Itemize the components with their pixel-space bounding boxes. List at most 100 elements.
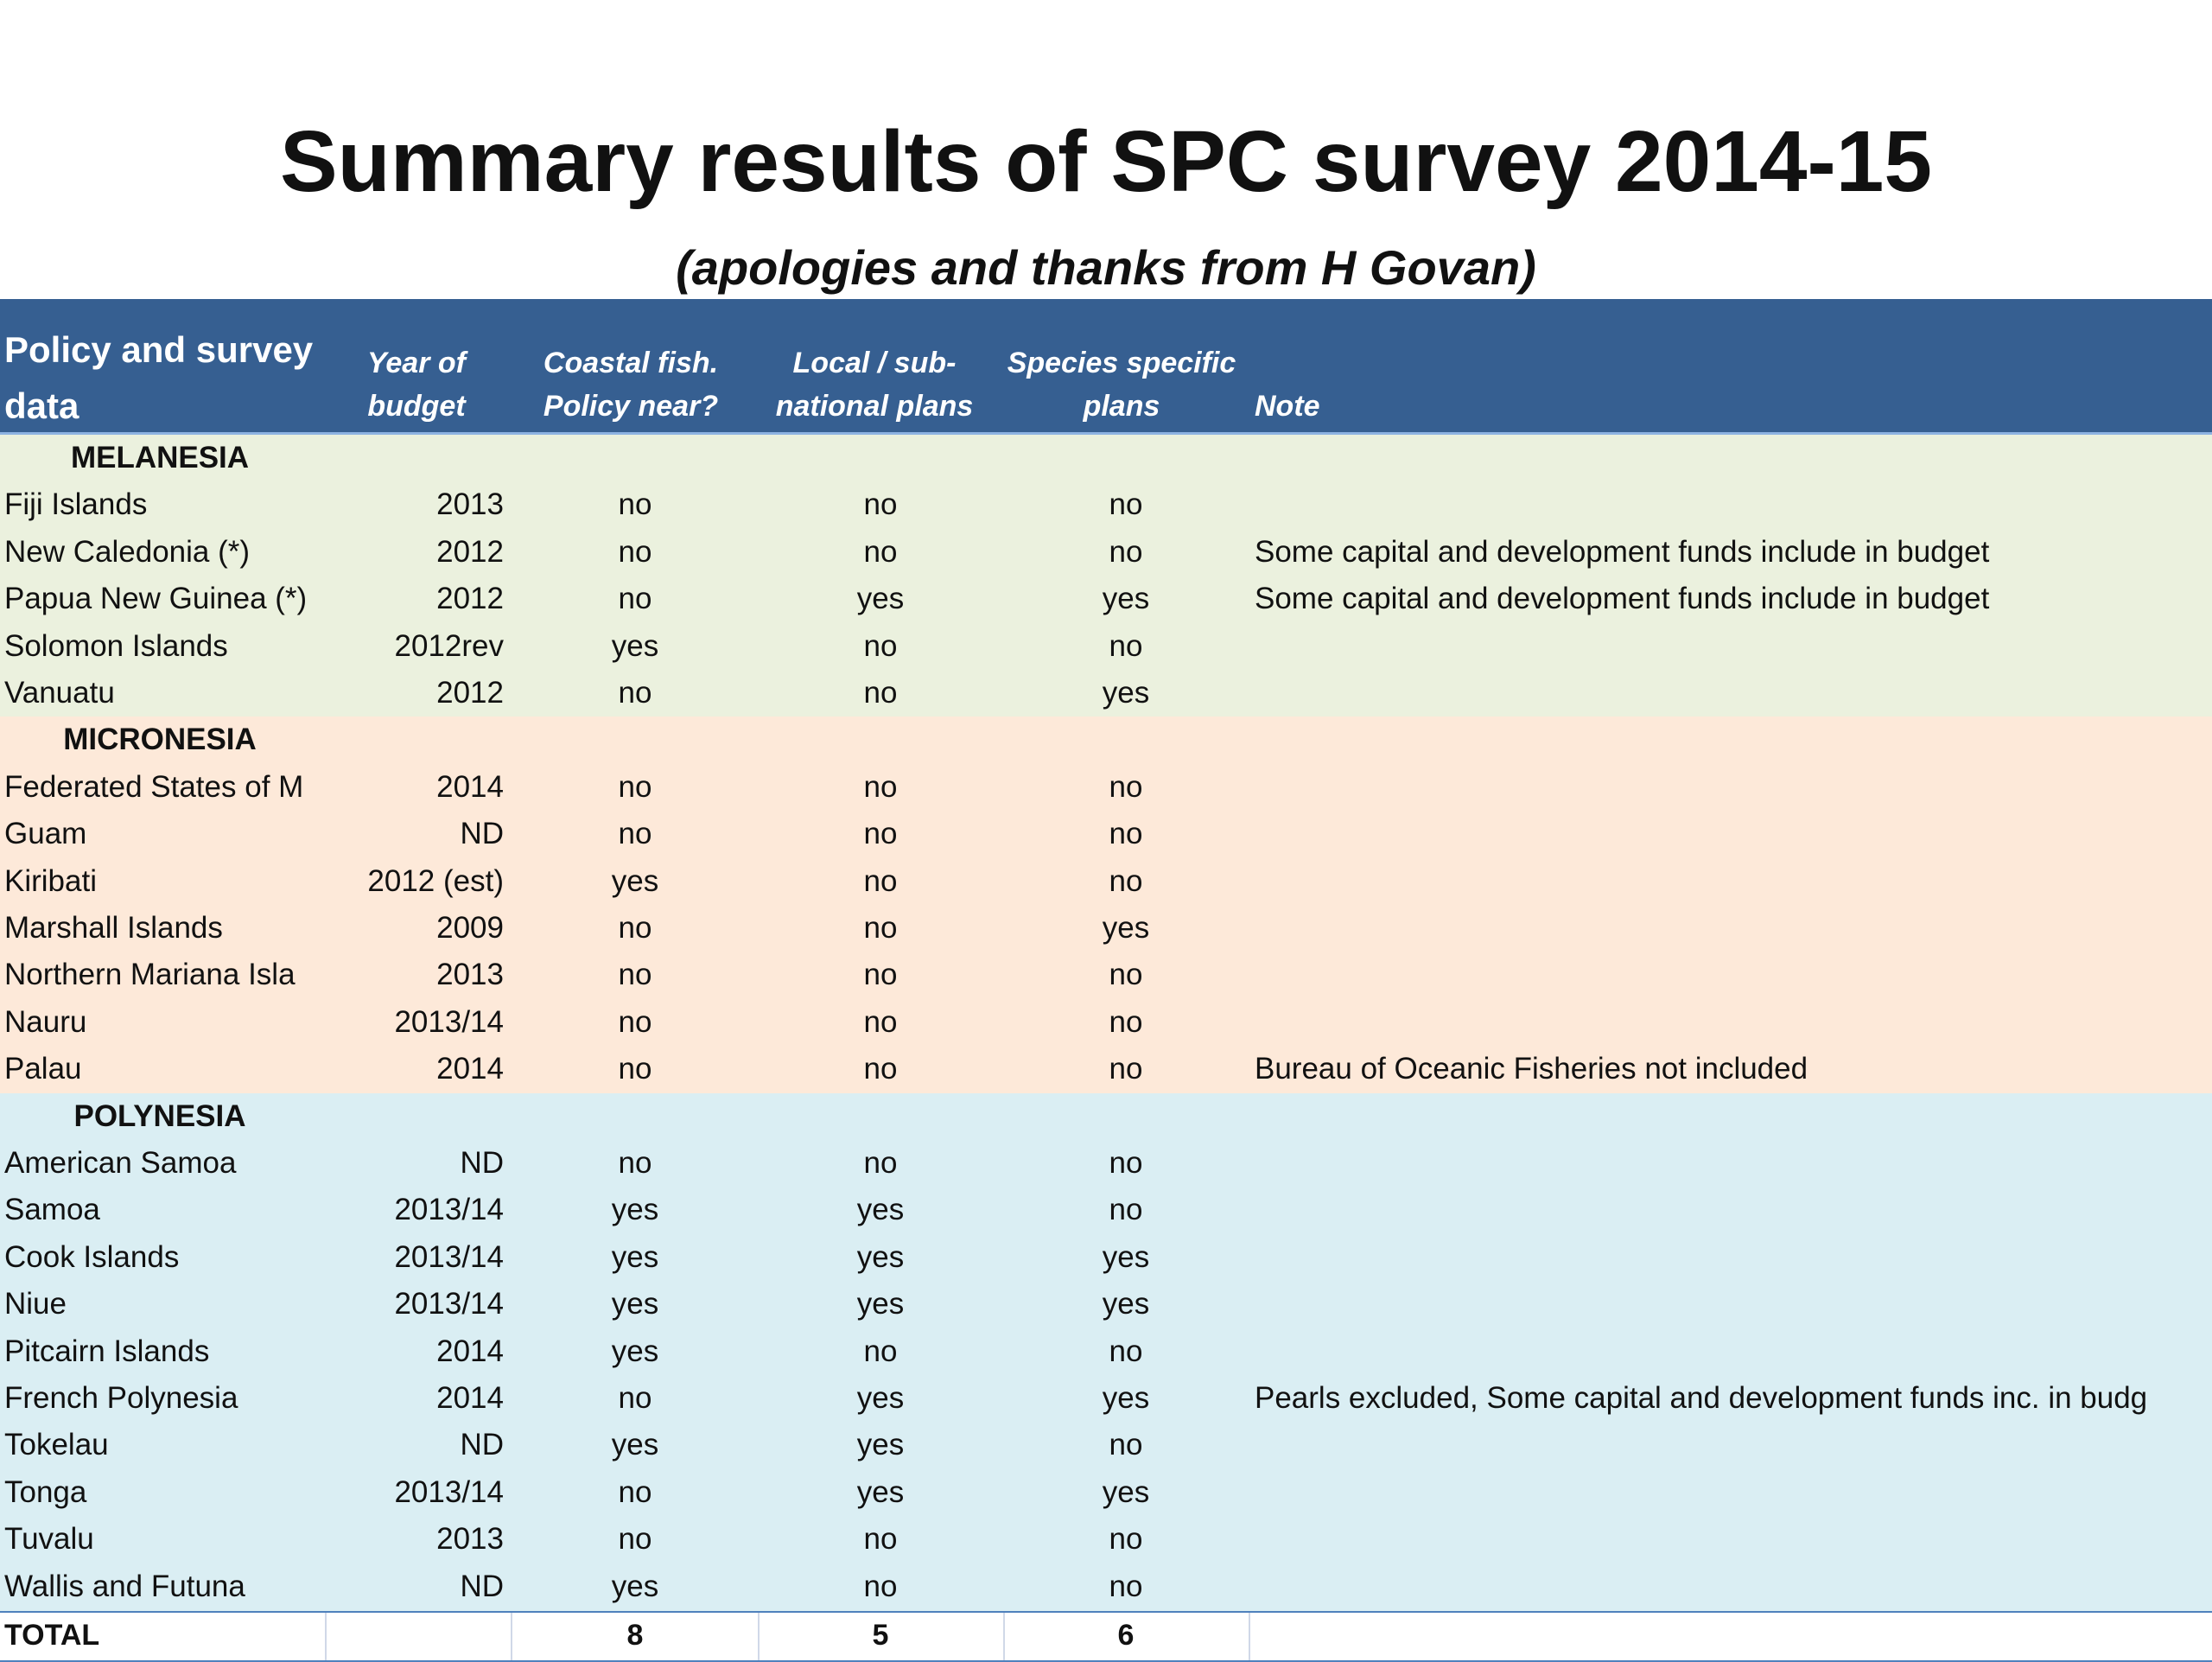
cell: no bbox=[1109, 1522, 1143, 1557]
title: Summary results of SPC survey 2014-15 bbox=[279, 113, 1933, 210]
cell: yes bbox=[1102, 1474, 1150, 1509]
cell: no bbox=[863, 817, 898, 851]
cell: yes bbox=[856, 1193, 905, 1227]
cell: yes bbox=[611, 1334, 659, 1368]
row-label: Cook Islands bbox=[4, 1239, 180, 1274]
column-header: Local / sub- bbox=[792, 347, 957, 379]
cell: ND bbox=[460, 1569, 504, 1603]
group-band bbox=[0, 716, 2212, 1094]
row-label: Nauru bbox=[4, 1004, 87, 1039]
row-label: Tonga bbox=[4, 1474, 87, 1509]
cell: 2013 bbox=[436, 958, 504, 992]
cell: Bureau of Oceanic Fisheries not included bbox=[1255, 1052, 1808, 1086]
cell: Some capital and development funds inclu… bbox=[1255, 534, 1990, 569]
group-name: MICRONESIA bbox=[63, 723, 257, 757]
row-label: Papua New Guinea (*) bbox=[4, 582, 308, 616]
cell: no bbox=[1109, 1052, 1143, 1086]
cell: no bbox=[863, 769, 898, 804]
cell: no bbox=[1109, 1004, 1143, 1039]
row-label: Samoa bbox=[4, 1193, 100, 1227]
cell: no bbox=[1109, 1428, 1143, 1462]
cell: yes bbox=[611, 1428, 659, 1462]
cell: no bbox=[863, 911, 898, 945]
cell: 2014 bbox=[436, 1334, 504, 1368]
cell: 2013 bbox=[436, 487, 504, 522]
row-label: Pitcairn Islands bbox=[4, 1334, 210, 1368]
cell: yes bbox=[611, 1193, 659, 1227]
cell: no bbox=[1109, 769, 1143, 804]
cell: no bbox=[863, 1146, 898, 1180]
column-header: national plans bbox=[775, 390, 974, 423]
cell: yes bbox=[1102, 676, 1150, 710]
cell: no bbox=[618, 534, 652, 569]
cell: no bbox=[618, 1146, 652, 1180]
column-header: Policy and survey bbox=[4, 329, 314, 370]
row-label: Solomon Islands bbox=[4, 628, 228, 663]
row-label: Marshall Islands bbox=[4, 911, 223, 945]
cell: yes bbox=[856, 582, 905, 616]
cell: yes bbox=[611, 1287, 659, 1321]
column-header: budget bbox=[367, 390, 466, 423]
column-header: Policy near? bbox=[543, 390, 719, 423]
cell: ND bbox=[460, 1146, 504, 1180]
row-label: Niue bbox=[4, 1287, 67, 1321]
cell: Some capital and development funds inclu… bbox=[1255, 582, 1990, 616]
cell: no bbox=[1109, 628, 1143, 663]
divider bbox=[758, 1613, 760, 1660]
cell: yes bbox=[856, 1287, 905, 1321]
cell: no bbox=[863, 676, 898, 710]
row-label: Palau bbox=[4, 1052, 82, 1086]
cell: no bbox=[618, 911, 652, 945]
row-label: Fiji Islands bbox=[4, 487, 148, 522]
cell: 2013/14 bbox=[394, 1239, 504, 1274]
total-value: 6 bbox=[1117, 1619, 1135, 1652]
cell: no bbox=[618, 769, 652, 804]
column-header: Coastal fish. bbox=[543, 347, 719, 379]
cell: 2013 bbox=[436, 1522, 504, 1557]
cell: 2012 bbox=[436, 582, 504, 616]
cell: 2014 bbox=[436, 1052, 504, 1086]
cell: Pearls excluded, Some capital and develo… bbox=[1255, 1381, 2148, 1415]
cell: no bbox=[618, 1522, 652, 1557]
group-band bbox=[0, 1092, 2212, 1611]
row-label: Guam bbox=[4, 817, 87, 851]
cell: no bbox=[1109, 958, 1143, 992]
cell: no bbox=[863, 1334, 898, 1368]
cell: 2012 bbox=[436, 676, 504, 710]
cell: ND bbox=[460, 1428, 504, 1462]
row-label: Tokelau bbox=[4, 1428, 109, 1462]
cell: no bbox=[1109, 534, 1143, 569]
cell: no bbox=[863, 628, 898, 663]
row-label: Federated States of M bbox=[4, 769, 304, 804]
cell: yes bbox=[611, 863, 659, 898]
cell: yes bbox=[1102, 1239, 1150, 1274]
column-header: Species specific bbox=[1007, 347, 1236, 379]
cell: yes bbox=[856, 1474, 905, 1509]
group-band bbox=[0, 435, 2212, 718]
cell: 2014 bbox=[436, 1381, 504, 1415]
cell: yes bbox=[611, 628, 659, 663]
cell: yes bbox=[611, 1569, 659, 1603]
subtitle: (apologies and thanks from H Govan) bbox=[676, 240, 1536, 295]
column-header: data bbox=[4, 385, 79, 426]
cell: yes bbox=[1102, 1287, 1150, 1321]
cell: 2013/14 bbox=[394, 1004, 504, 1039]
row-label: Northern Mariana Isla bbox=[4, 958, 296, 992]
row-label: American Samoa bbox=[4, 1146, 237, 1180]
cell: no bbox=[863, 1004, 898, 1039]
cell: no bbox=[1109, 1146, 1143, 1180]
cell: no bbox=[1109, 487, 1143, 522]
cell: no bbox=[863, 534, 898, 569]
cell: no bbox=[618, 1004, 652, 1039]
total-value: 8 bbox=[626, 1619, 644, 1652]
cell: no bbox=[618, 1052, 652, 1086]
cell: yes bbox=[1102, 1381, 1150, 1415]
column-header: Year of bbox=[366, 347, 466, 379]
cell: 2009 bbox=[436, 911, 504, 945]
divider bbox=[325, 1613, 327, 1660]
cell: no bbox=[863, 958, 898, 992]
cell: yes bbox=[856, 1381, 905, 1415]
cell: yes bbox=[856, 1239, 905, 1274]
table-header bbox=[0, 299, 2212, 436]
